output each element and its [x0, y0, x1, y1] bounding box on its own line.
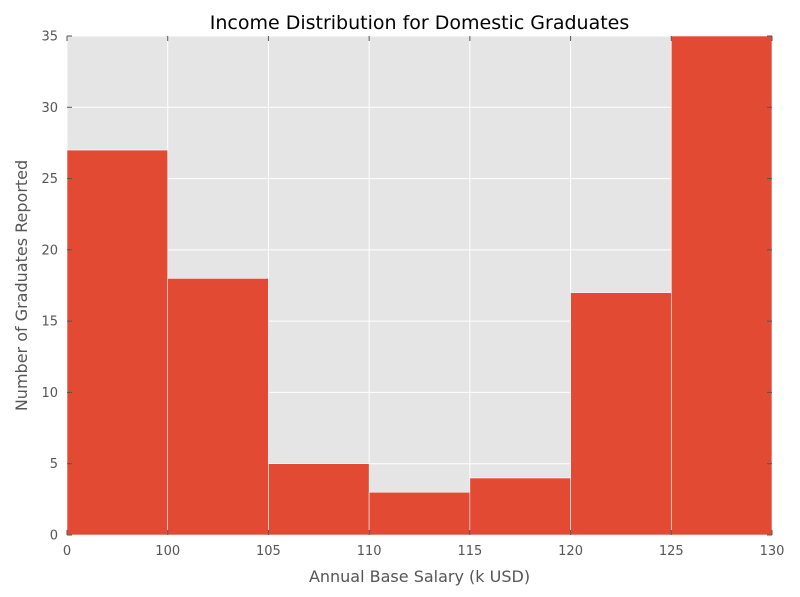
bar-100-105: [167, 278, 269, 536]
bar-105-110: [268, 463, 370, 536]
x-tick-label: 125: [659, 544, 684, 559]
bar-0-100: [66, 149, 169, 536]
y-tick-label: 10: [41, 386, 58, 401]
x-tick-label: 105: [256, 544, 281, 559]
y-axis-label: Number of Graduates Reported: [12, 160, 31, 411]
x-tick-labels: 0 100 105 110 115 120 125 130: [63, 544, 785, 559]
y-tick-label: 0: [50, 529, 58, 544]
x-tick-label: 120: [558, 544, 583, 559]
y-tick-label: 20: [41, 243, 58, 258]
x-tick-label: 0: [63, 544, 71, 559]
x-tick-label: 100: [155, 544, 180, 559]
x-tick-label: 115: [457, 544, 482, 559]
y-tick-label: 15: [41, 315, 58, 330]
y-tick-label: 25: [41, 172, 58, 187]
y-tick-label: 5: [50, 457, 58, 472]
bar-110-115: [368, 491, 471, 536]
chart-title: Income Distribution for Domestic Graduat…: [210, 12, 630, 34]
y-tick-label: 35: [41, 30, 58, 45]
bar-115-120: [469, 477, 571, 536]
y-tick-label: 30: [41, 101, 58, 116]
bar-125-130: [670, 35, 773, 536]
x-tick-label: 130: [760, 544, 785, 559]
tick-marks: [66, 35, 773, 536]
bars: [66, 35, 773, 536]
bar-120-125: [570, 292, 672, 536]
x-tick-label: 110: [357, 544, 382, 559]
x-axis-label: Annual Base Salary (k USD): [309, 567, 530, 586]
y-tick-labels: 0 5 10 15 20 25 30 35: [41, 30, 58, 544]
